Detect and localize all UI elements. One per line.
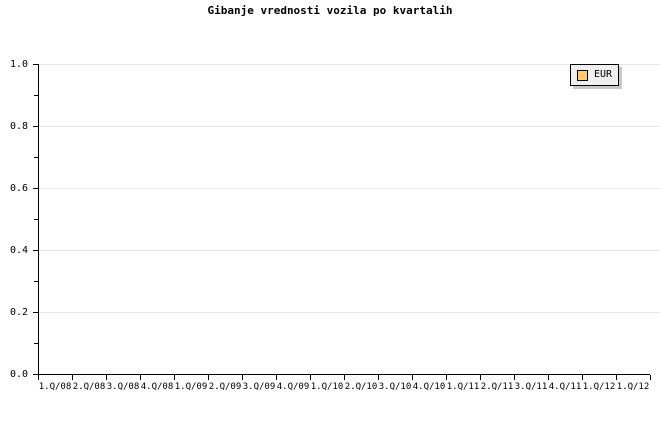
- legend-swatch-eur: [577, 69, 588, 81]
- x-axis-label-15: 4.Q/11: [548, 382, 582, 392]
- y-axis-label-1.0: 1.0: [9, 59, 28, 70]
- x-tick-15: [548, 375, 549, 380]
- gridline-y-0.4: [38, 250, 660, 251]
- x-axis-label-4: 1.Q/09: [174, 382, 208, 392]
- x-axis-label-11: 4.Q/10: [412, 382, 446, 392]
- x-tick-2: [106, 375, 107, 380]
- x-axis-label-16: 1.Q/12: [582, 382, 616, 392]
- y-tick-minor-0.5: [34, 219, 38, 220]
- x-axis-label-12: 1.Q/11: [446, 382, 480, 392]
- chart-legend[interactable]: EUR: [570, 64, 620, 86]
- x-axis-label-10: 3.Q/10: [378, 382, 412, 392]
- y-tick-minor-0.3: [34, 281, 38, 282]
- x-axis-label-6: 3.Q/09: [242, 382, 276, 392]
- x-tick-3: [140, 375, 141, 380]
- x-tick-11: [412, 375, 413, 380]
- legend-label-eur: EUR: [594, 69, 613, 80]
- x-tick-8: [310, 375, 311, 380]
- x-tick-7: [276, 375, 277, 380]
- x-axis-label-1: 2.Q/08: [72, 382, 106, 392]
- y-axis-label-0.0: 0.0: [9, 369, 28, 380]
- x-tick-14: [514, 375, 515, 380]
- x-tick-12: [446, 375, 447, 380]
- x-axis-label-9: 2.Q/10: [344, 382, 378, 392]
- x-axis-label-14: 3.Q/11: [514, 382, 548, 392]
- plot-area: [38, 64, 660, 374]
- y-tick-major-0.6: [33, 188, 38, 189]
- x-tick-9: [344, 375, 345, 380]
- x-axis-label-0: 1.Q/08: [38, 382, 72, 392]
- x-axis-label-5: 2.Q/09: [208, 382, 242, 392]
- gridline-y-0.2: [38, 312, 660, 313]
- x-axis-label-2: 3.Q/08: [106, 382, 140, 392]
- x-axis-label-3: 4.Q/08: [140, 382, 174, 392]
- x-tick-13: [480, 375, 481, 380]
- x-tick-10: [378, 375, 379, 380]
- y-axis-label-0.8: 0.8: [9, 121, 28, 132]
- x-axis-label-17: 1.Q/12: [616, 382, 650, 392]
- y-axis-label-0.6: 0.6: [9, 183, 28, 194]
- gridline-y-0.8: [38, 126, 660, 127]
- y-tick-minor-0.7: [34, 157, 38, 158]
- gridline-y-0.6: [38, 188, 660, 189]
- y-axis-label-0.2: 0.2: [9, 307, 28, 318]
- y-axis-label-0.4: 0.4: [9, 245, 28, 256]
- y-tick-major-0.0: [33, 374, 38, 375]
- x-tick-5: [208, 375, 209, 380]
- gridline-y-1.0: [38, 64, 660, 65]
- y-axis-line: [38, 64, 39, 375]
- x-tick-1: [72, 375, 73, 380]
- chart-title: Gibanje vrednosti vozila po kvartalih: [207, 4, 453, 17]
- x-axis-label-8: 1.Q/10: [310, 382, 344, 392]
- x-axis-label-7: 4.Q/09: [276, 382, 310, 392]
- x-axis-line: [38, 374, 650, 375]
- x-tick-4: [174, 375, 175, 380]
- x-tick-0: [38, 375, 39, 380]
- y-tick-major-0.4: [33, 250, 38, 251]
- y-tick-minor-0.9: [34, 95, 38, 96]
- x-axis-label-13: 2.Q/11: [480, 382, 514, 392]
- x-tick-16: [582, 375, 583, 380]
- y-tick-major-1.0: [33, 64, 38, 65]
- y-tick-major-0.8: [33, 126, 38, 127]
- y-tick-minor-0.1: [34, 343, 38, 344]
- y-tick-major-0.2: [33, 312, 38, 313]
- x-tick-6: [242, 375, 243, 380]
- x-tick-18: [650, 375, 651, 380]
- x-tick-17: [616, 375, 617, 380]
